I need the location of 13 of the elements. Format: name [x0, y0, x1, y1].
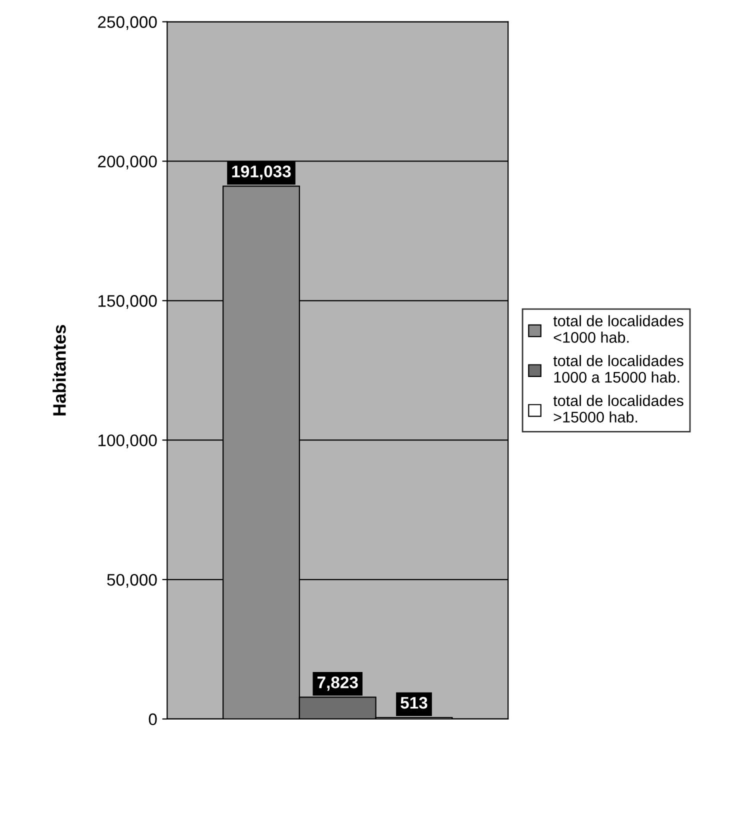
y-axis-title: Habitantes: [52, 324, 66, 416]
legend-label: total de localidades 1000 a 15000 hab.: [553, 355, 684, 383]
y-tick-label: 200,000: [98, 156, 157, 170]
y-tick-label: 100,000: [98, 434, 157, 448]
data-label: 7,823: [317, 676, 358, 691]
y-tick-label: 150,000: [98, 295, 157, 309]
y-tick-label: 50,000: [107, 574, 157, 588]
y-tick-label: 0: [148, 713, 157, 726]
legend-label: total de localidades >15000 hab.: [553, 394, 684, 423]
y-tick-label: 250,000: [98, 16, 157, 30]
data-label: 191,033: [232, 166, 291, 180]
data-label: 513: [400, 696, 428, 709]
legend-label: total de localidades <1000 hab.: [553, 315, 684, 343]
